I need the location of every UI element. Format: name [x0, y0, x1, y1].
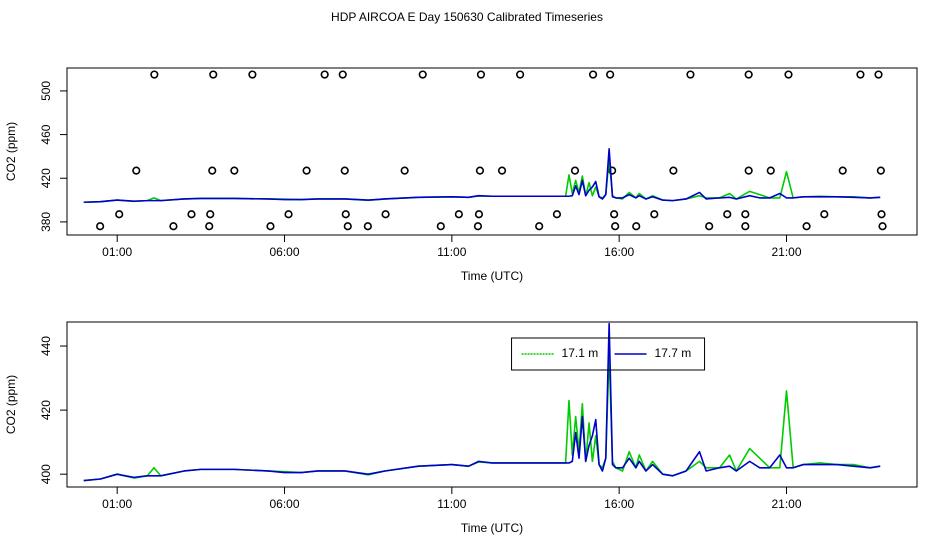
calibration-point — [802, 222, 811, 231]
calibration-point — [552, 210, 562, 219]
calibration-point — [610, 210, 619, 219]
calibration-point — [705, 222, 714, 231]
y-tick-label: 500 — [39, 81, 53, 101]
calibration-point — [266, 222, 275, 231]
calibration-point — [400, 166, 409, 175]
calibration-point — [723, 210, 732, 219]
calibration-point — [381, 210, 390, 219]
y-axis-label: CO2 (ppm) — [4, 375, 18, 434]
y-tick-label: 420 — [39, 400, 53, 420]
calibration-point — [436, 222, 445, 231]
calibration-point — [473, 222, 483, 231]
y-tick-label: 460 — [39, 124, 53, 144]
calibration-point — [588, 70, 598, 79]
x-tick-label: 21:00 — [771, 245, 801, 259]
calibration-point — [169, 222, 178, 231]
x-tick-label: 21:00 — [771, 497, 801, 511]
calibration-point — [475, 166, 485, 175]
calibration-point — [338, 70, 347, 79]
calibration-point — [669, 166, 678, 175]
calibration-point — [206, 210, 215, 219]
calibration-point — [341, 210, 350, 219]
calibration-point — [632, 222, 641, 231]
y-tick-label: 440 — [39, 336, 53, 356]
series-line — [83, 147, 881, 204]
calibration-point — [838, 166, 847, 175]
calibration-point — [96, 222, 105, 231]
x-axis-label: Time (UTC) — [461, 269, 523, 283]
calibration-point — [820, 210, 829, 219]
y-tick-label: 420 — [39, 168, 53, 188]
series-line — [83, 322, 881, 482]
calibration-point — [320, 70, 329, 79]
calibration-point — [744, 70, 753, 79]
calibration-point — [876, 166, 885, 175]
calibration-point — [878, 222, 887, 231]
calibration-point — [343, 222, 352, 231]
x-tick-label: 06:00 — [270, 497, 300, 511]
plot-frame — [66, 67, 918, 236]
x-tick-label: 01:00 — [102, 245, 132, 259]
legend-frame — [511, 337, 706, 371]
calibration-point — [784, 70, 793, 79]
y-tick-label: 400 — [39, 464, 53, 484]
calibration-point — [248, 70, 257, 79]
calibration-point — [516, 70, 525, 79]
plot-frame — [66, 321, 918, 488]
x-tick-label: 16:00 — [604, 497, 634, 511]
calibration-point — [150, 70, 159, 79]
calibration-point — [454, 210, 463, 219]
calibration-point — [418, 70, 427, 79]
calibration-point — [686, 70, 695, 79]
calibration-point — [284, 210, 293, 219]
calibration-point — [877, 210, 886, 219]
x-tick-label: 06:00 — [270, 245, 300, 259]
calibration-point — [497, 166, 507, 175]
calibration-point — [741, 222, 750, 231]
legend-label: 17.1 m — [562, 346, 599, 360]
legend-label: 17.7 m — [655, 346, 692, 360]
calibration-point — [741, 210, 750, 219]
x-tick-label: 11:00 — [437, 245, 466, 259]
calibration-point — [476, 70, 486, 79]
chart-title: HDP AIRCOA E Day 150630 Calibrated Times… — [331, 10, 603, 24]
calibration-point — [132, 166, 141, 175]
calibration-point — [766, 166, 775, 175]
x-tick-label: 01:00 — [102, 497, 132, 511]
calibration-point — [650, 210, 659, 219]
calibration-point — [209, 70, 218, 79]
x-tick-label: 16:00 — [604, 245, 634, 259]
y-axis-label: CO2 (ppm) — [4, 122, 18, 181]
x-axis-label: Time (UTC) — [461, 521, 523, 535]
calibration-point — [856, 70, 865, 79]
y-tick-label: 380 — [39, 212, 53, 232]
calibration-point — [611, 222, 620, 231]
calibration-point — [340, 166, 349, 175]
calibration-point — [606, 70, 615, 79]
calibration-point — [115, 210, 124, 219]
calibration-point — [874, 70, 883, 79]
calibration-point — [608, 166, 617, 175]
calibration-point — [230, 166, 239, 175]
calibration-point — [570, 166, 580, 175]
calibration-point — [302, 166, 311, 175]
x-tick-label: 11:00 — [437, 497, 466, 511]
calibration-point — [363, 222, 372, 231]
calibration-point — [205, 222, 214, 231]
calibration-point — [187, 210, 196, 219]
calibration-point — [744, 166, 753, 175]
calibration-point — [208, 166, 217, 175]
calibration-point — [535, 222, 544, 231]
calibration-point — [474, 210, 484, 219]
